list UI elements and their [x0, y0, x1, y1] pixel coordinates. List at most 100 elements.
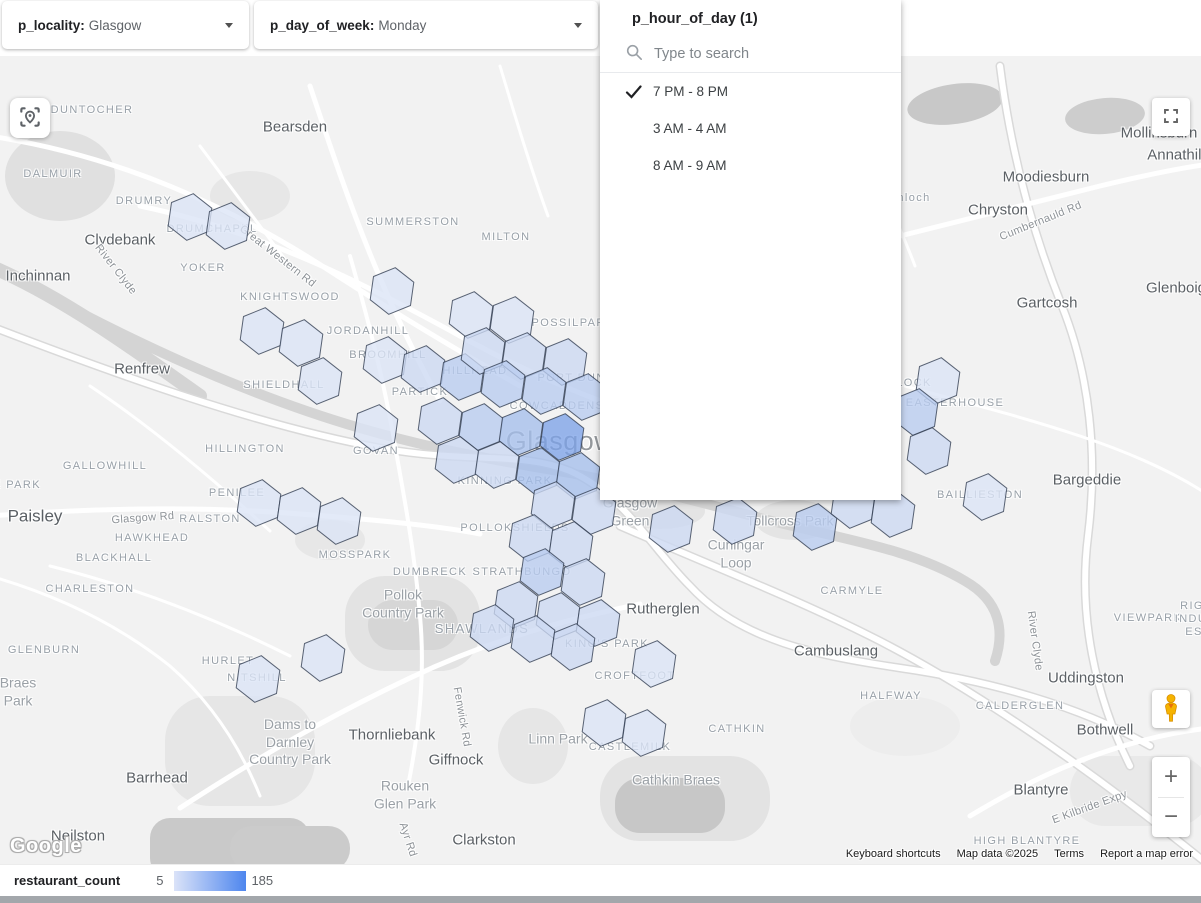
map-label-dist: HIGH BLANTYRE [973, 835, 1081, 848]
hex-bin[interactable] [474, 441, 520, 489]
hex-bin[interactable] [276, 487, 322, 535]
hex-bin[interactable] [521, 367, 567, 415]
hex-bin[interactable] [400, 345, 446, 393]
hex-bin[interactable] [460, 327, 506, 375]
hex-bin[interactable] [560, 558, 606, 606]
fullscreen-button[interactable] [1152, 98, 1190, 136]
map-label-town: Cambuslang [793, 642, 879, 660]
filter-day-value: Monday [378, 17, 427, 33]
legend-field-label: restaurant_count [14, 873, 121, 888]
hex-bin[interactable] [205, 202, 251, 250]
filter-locality-name: p_locality: [18, 17, 85, 33]
hex-bin[interactable] [581, 699, 627, 747]
hex-bin[interactable] [469, 604, 515, 652]
map-label-dist: HAWKHEAD [114, 532, 190, 545]
filter-day-of-week[interactable]: p_day_of_week: Monday [254, 1, 598, 49]
hex-bin[interactable] [167, 193, 213, 241]
hex-bin[interactable] [519, 548, 565, 596]
map-label-dist: KNIGHTSWOOD [240, 291, 340, 304]
map-label-dist: GLENBURN [7, 644, 81, 657]
map-label-town: Bothwell [1076, 721, 1134, 739]
legend-min-value: 5 [156, 873, 164, 888]
map-label-dist: GALLOWHILL [62, 460, 148, 473]
search-icon [625, 43, 654, 66]
map-attribution: Keyboard shortcuts Map data ©2025 Terms … [846, 848, 1193, 860]
horizontal-scrollbar[interactable] [0, 896, 1201, 903]
filter-option-label: 3 AM - 4 AM [653, 121, 727, 136]
map-label-dist: ES [1185, 626, 1201, 639]
hex-bin[interactable] [235, 655, 281, 703]
map-label-town: Glenboig [1145, 279, 1201, 297]
filter-option[interactable]: 8 AM - 9 AM [600, 147, 901, 184]
map-label-park: Braes Park [0, 674, 37, 709]
hex-bin[interactable] [480, 360, 526, 408]
locate-pin-icon [17, 104, 43, 133]
google-logo[interactable]: Google [10, 835, 82, 857]
map-label-dist: MOSSPARK [318, 549, 392, 562]
map-label-dist: DRUMRY [115, 195, 173, 208]
map-label-dist: GOVAN [353, 445, 399, 458]
chevron-down-icon [225, 22, 233, 28]
map-label-town: Rutherglen [626, 600, 700, 618]
map-label-dist: DUMBRECK [392, 566, 468, 579]
filter-locality[interactable]: p_locality: Glasgow [2, 1, 249, 49]
map-label-park: Cathkin Braes [632, 771, 720, 788]
report-map-error-link[interactable]: Report a map error [1100, 848, 1193, 860]
map-label-dist: YOKER [180, 262, 226, 275]
hex-bin[interactable] [300, 634, 346, 682]
hex-bin[interactable] [648, 505, 694, 553]
zoom-in-button[interactable]: + [1152, 757, 1190, 797]
filter-search-row [600, 36, 901, 73]
map-label-town: Clarkston [452, 831, 516, 849]
map-label-dist: VIEWPARK [1113, 612, 1183, 625]
hex-bin[interactable] [297, 357, 343, 405]
hex-bin[interactable] [631, 640, 677, 688]
map-label-town: Bearsden [262, 118, 328, 136]
filter-option[interactable]: 7 PM - 8 PM [600, 73, 901, 110]
filter-options-list: 7 PM - 8 PM 3 AM - 4 AM 8 AM - 9 AM [600, 73, 901, 184]
hex-bin[interactable] [239, 307, 285, 355]
hex-bin[interactable] [792, 503, 838, 551]
zoom-divider [1158, 796, 1184, 798]
pegman-icon [1163, 693, 1179, 725]
filter-option-label: 8 AM - 9 AM [653, 158, 727, 173]
map-label-dist: nloch [897, 192, 931, 205]
map-data-copyright: Map data ©2025 [956, 848, 1039, 860]
hex-bin[interactable] [621, 709, 667, 757]
filter-option-label: 7 PM - 8 PM [653, 84, 729, 99]
hex-bin[interactable] [550, 623, 596, 671]
map-label-town: Thornliebank [348, 726, 436, 744]
map-label-park: Linn Park [528, 730, 588, 747]
filter-hour-panel: p_hour_of_day (1) 7 PM - 8 PM 3 AM - 4 AM… [600, 0, 901, 500]
hex-bin[interactable] [316, 497, 362, 545]
filter-option[interactable]: 3 AM - 4 AM [600, 110, 901, 147]
zoom-out-button[interactable]: − [1152, 798, 1190, 838]
map-label-dist: DALMUIR [23, 168, 83, 181]
hex-bin[interactable] [539, 413, 585, 461]
map-label-park: Dams to Darnley Country Park [249, 715, 331, 767]
hex-bin[interactable] [369, 267, 415, 315]
hex-bin[interactable] [417, 397, 463, 445]
map-label-dist: POSSILPARK [531, 317, 615, 330]
terms-link[interactable]: Terms [1054, 848, 1085, 860]
recenter-button[interactable] [10, 98, 50, 138]
map-label-park: Rouken Glen Park [373, 777, 437, 812]
hex-bin[interactable] [362, 336, 408, 384]
map-label-town: Barrhead [126, 769, 188, 787]
keyboard-shortcuts-link[interactable]: Keyboard shortcuts [845, 848, 941, 860]
hex-bin[interactable] [236, 479, 282, 527]
filter-search-input[interactable] [654, 46, 885, 62]
hex-bin[interactable] [962, 473, 1008, 521]
hex-bin[interactable] [906, 427, 952, 475]
hex-bin[interactable] [510, 615, 556, 663]
hex-bin[interactable] [278, 319, 324, 367]
hex-bin[interactable] [353, 404, 399, 452]
map-label-town: Gartcosh [1016, 294, 1078, 312]
map-label-dist: INDU [1174, 613, 1201, 626]
map-label-dist: CARMYLE [820, 585, 884, 598]
hex-bin[interactable] [712, 497, 758, 545]
pegman-button[interactable] [1152, 690, 1190, 728]
map-label-town: Giffnock [428, 751, 484, 769]
chevron-down-icon [574, 22, 582, 28]
